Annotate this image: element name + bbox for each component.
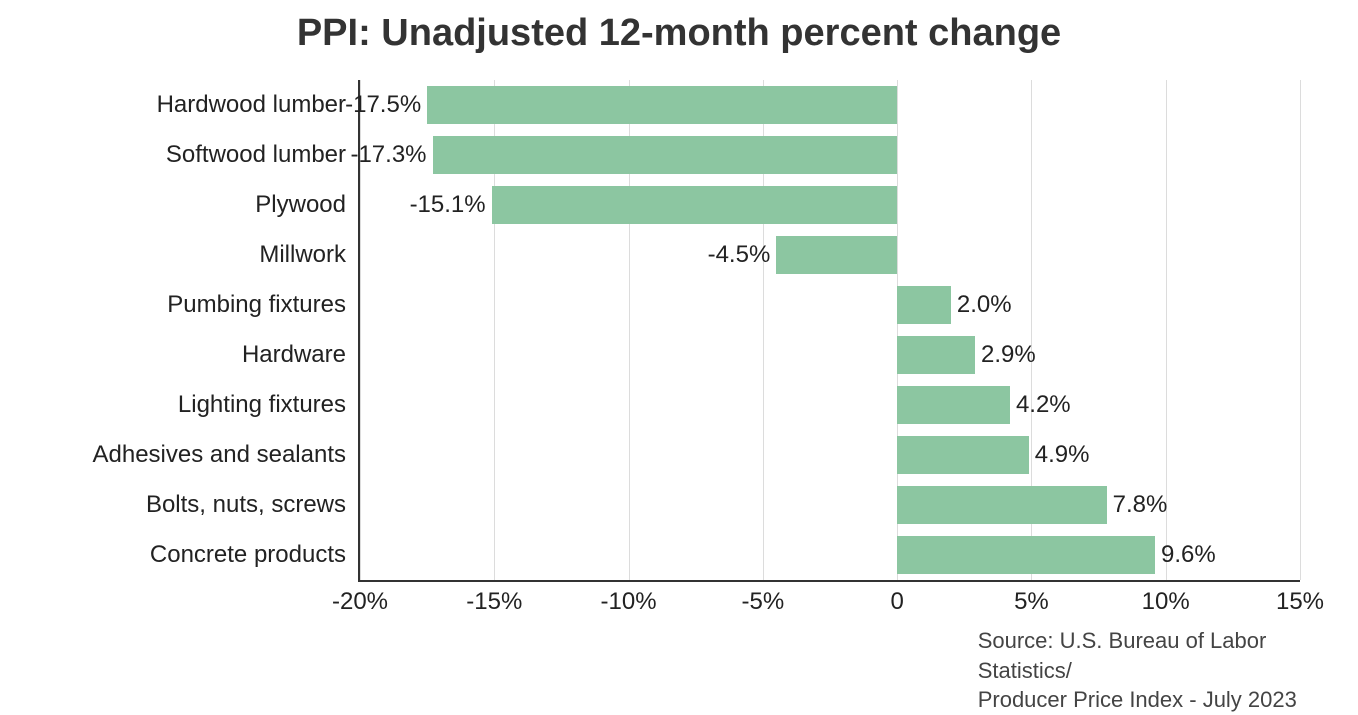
bar	[897, 536, 1155, 574]
category-label: Softwood lumber	[166, 141, 346, 169]
source-line-1: Source: U.S. Bureau of Labor Statistics/	[978, 626, 1358, 685]
category-label: Hardware	[242, 341, 346, 369]
bar	[897, 486, 1106, 524]
bar	[433, 136, 898, 174]
x-tick-label: -10%	[579, 588, 679, 616]
source-line-2: Producer Price Index - July 2023	[978, 685, 1358, 715]
category-label: Pumbing fixtures	[167, 291, 346, 319]
plot-area: -20%-15%-10%-5%05%10%15%Hardwood lumber-…	[360, 80, 1300, 580]
category-label: Lighting fixtures	[178, 391, 346, 419]
value-label: -17.5%	[345, 91, 421, 119]
bar	[776, 236, 897, 274]
category-label: Bolts, nuts, screws	[146, 491, 346, 519]
category-label: Millwork	[259, 241, 346, 269]
category-label: Plywood	[255, 191, 346, 219]
x-tick-label: -20%	[310, 588, 410, 616]
x-tick-label: -5%	[713, 588, 813, 616]
chart-container: PPI: Unadjusted 12-month percent change …	[0, 0, 1358, 715]
value-label: -4.5%	[708, 241, 771, 269]
bar	[427, 86, 897, 124]
bar	[897, 436, 1029, 474]
category-label: Concrete products	[150, 541, 346, 569]
x-tick-label: 15%	[1250, 588, 1350, 616]
category-label: Adhesives and sealants	[93, 441, 347, 469]
category-label: Hardwood lumber	[157, 91, 346, 119]
value-label: 9.6%	[1161, 541, 1216, 569]
source-attribution: Source: U.S. Bureau of Labor Statistics/…	[978, 626, 1358, 715]
x-tick-label: -15%	[444, 588, 544, 616]
bar	[897, 386, 1010, 424]
x-tick-label: 10%	[1116, 588, 1216, 616]
chart-title: PPI: Unadjusted 12-month percent change	[0, 12, 1358, 55]
value-label: 4.9%	[1035, 441, 1090, 469]
x-axis	[358, 580, 1300, 582]
gridline	[1300, 80, 1301, 580]
bar	[492, 186, 898, 224]
value-label: 4.2%	[1016, 391, 1071, 419]
bar	[897, 336, 975, 374]
value-label: -17.3%	[350, 141, 426, 169]
x-tick-label: 0	[847, 588, 947, 616]
value-label: 7.8%	[1113, 491, 1168, 519]
value-label: -15.1%	[410, 191, 486, 219]
bar	[897, 286, 951, 324]
x-tick-label: 5%	[981, 588, 1081, 616]
value-label: 2.9%	[981, 341, 1036, 369]
value-label: 2.0%	[957, 291, 1012, 319]
